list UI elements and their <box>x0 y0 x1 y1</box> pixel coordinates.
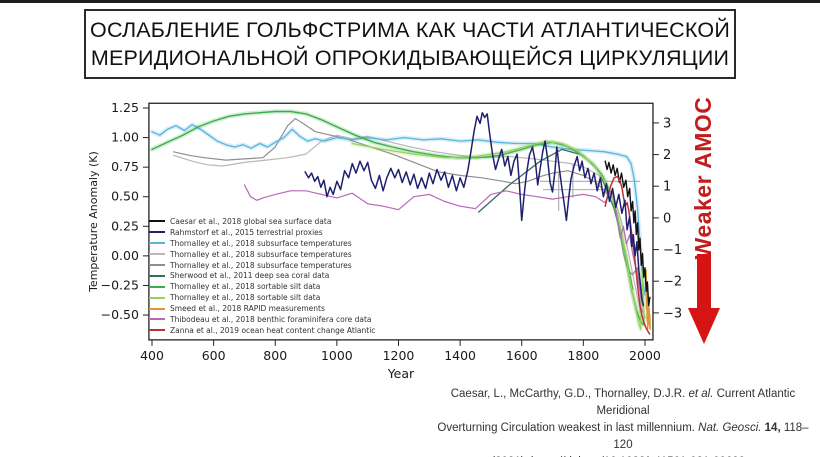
legend-item: Thornalley et al., 2018 subsurface tempe… <box>149 249 401 260</box>
citation-text: Current Atlantic Meridional <box>596 388 796 417</box>
down-arrow-icon <box>688 254 720 344</box>
legend-item: Thornalley et al., 2018 sortable silt da… <box>149 281 401 292</box>
legend-swatch <box>149 329 165 332</box>
series-line <box>604 160 651 307</box>
legend-label: Zanna et al., 2019 ocean heat content ch… <box>170 325 376 335</box>
series-line <box>151 123 646 296</box>
weaker-amoc-label: Weaker AMOC <box>689 96 716 260</box>
svg-text:Year: Year <box>387 366 415 381</box>
legend-item: Caesar et al., 2018 global sea surface d… <box>149 216 401 227</box>
citation-line: Overturning Circulation weakest in last … <box>430 420 816 454</box>
legend-item: Smeed et al., 2018 RAPID measurements <box>149 303 401 314</box>
legend-swatch <box>149 285 165 288</box>
svg-text:−1: −1 <box>663 243 682 258</box>
citation-text: 118–120 <box>613 422 809 451</box>
svg-text:600: 600 <box>202 348 226 363</box>
svg-text:−2: −2 <box>663 275 682 290</box>
svg-text:1.00: 1.00 <box>111 130 139 145</box>
legend-label: Thornalley et al., 2018 sortable silt da… <box>170 282 321 292</box>
slide-title-line1: ОСЛАБЛЕНИЕ ГОЛЬФСТРИМА КАК ЧАСТИ АТЛАНТИ… <box>90 18 730 42</box>
svg-text:1600: 1600 <box>506 348 538 363</box>
legend-item: Thibodeau et al., 2018 benthic foraminif… <box>149 314 401 325</box>
citation-line: Caesar, L., McCarthy, G.D., Thornalley, … <box>430 386 816 420</box>
legend-label: Thornalley et al., 2018 subsurface tempe… <box>170 238 352 248</box>
svg-text:1: 1 <box>663 180 671 195</box>
svg-text:−0.50: −0.50 <box>101 307 139 322</box>
svg-text:1400: 1400 <box>444 348 476 363</box>
svg-text:1200: 1200 <box>383 348 415 363</box>
legend-swatch <box>149 307 165 310</box>
svg-text:0: 0 <box>663 211 671 226</box>
svg-text:0.25: 0.25 <box>111 218 139 233</box>
legend-swatch <box>149 242 165 245</box>
series-line <box>351 140 645 330</box>
citation-text: Caesar, L., McCarthy, G.D., Thornalley, … <box>450 388 689 400</box>
svg-text:2000: 2000 <box>629 348 661 363</box>
legend-label: Smeed et al., 2018 RAPID measurements <box>170 304 325 314</box>
slide-title-line2: МЕРИДИОНАЛЬНОЙ ОПРОКИДЫВАЮЩЕЙСЯ ЦИРКУЛЯЦ… <box>90 46 730 70</box>
series-line <box>243 184 643 302</box>
legend-item: Thornalley et al., 2018 subsurface tempe… <box>149 260 401 271</box>
legend-swatch <box>149 264 165 266</box>
svg-text:800: 800 <box>263 348 287 363</box>
legend-item: Sherwood et al., 2011 deep sea coral dat… <box>149 270 401 281</box>
legend-swatch <box>149 231 165 234</box>
legend-label: Thornalley et al., 2018 subsurface tempe… <box>170 249 352 259</box>
legend-swatch <box>149 253 165 256</box>
svg-text:0.00: 0.00 <box>111 248 139 263</box>
legend-item: Thornalley et al., 2018 subsurface tempe… <box>149 238 401 249</box>
legend-swatch <box>149 318 165 321</box>
legend-label: Thornalley et al., 2018 sortable silt da… <box>170 293 321 303</box>
svg-text:1000: 1000 <box>321 348 353 363</box>
svg-text:0.50: 0.50 <box>111 189 139 204</box>
svg-text:2: 2 <box>663 148 671 163</box>
legend-label: Thibodeau et al., 2018 benthic foraminif… <box>170 314 372 324</box>
legend-item: Thornalley et al., 2018 sortable silt da… <box>149 292 401 303</box>
top-border-bar <box>0 0 820 3</box>
legend-label: Rahmstorf et al., 2015 terrestrial proxi… <box>170 227 323 237</box>
citation-text: 14, <box>764 422 781 434</box>
svg-text:−3: −3 <box>663 306 682 321</box>
svg-text:3: 3 <box>663 116 671 131</box>
citation-text: et al. <box>688 388 714 400</box>
chart-legend: Caesar et al., 2018 global sea surface d… <box>149 216 401 336</box>
legend-label: Sherwood et al., 2011 deep sea coral dat… <box>170 271 330 281</box>
citation-text: Overturning Circulation weakest in last … <box>437 422 699 434</box>
svg-text:400: 400 <box>140 348 164 363</box>
svg-text:0.75: 0.75 <box>111 159 139 174</box>
citation-text: Nat. Geosci. <box>698 422 762 434</box>
arrow-shaft <box>697 254 711 310</box>
legend-swatch <box>149 274 165 277</box>
svg-text:1800: 1800 <box>567 348 599 363</box>
legend-swatch <box>149 296 165 299</box>
legend-item: Rahmstorf et al., 2015 terrestrial proxi… <box>149 227 401 238</box>
arrow-head <box>688 308 720 344</box>
series-line <box>172 134 645 314</box>
legend-label: Caesar et al., 2018 global sea surface d… <box>170 216 332 226</box>
svg-text:−0.25: −0.25 <box>101 277 139 292</box>
legend-label: Thornalley et al., 2018 subsurface tempe… <box>170 260 352 270</box>
plot-svg: 400 600 800 1000 1200 1400 1600 1800 2000 Year 1.2… <box>87 100 682 381</box>
svg-text:Temperature Anomaly (K): Temperature Anomaly (K) <box>87 151 100 293</box>
series-line <box>304 111 645 307</box>
citation: Caesar, L., McCarthy, G.D., Thornalley, … <box>430 386 816 457</box>
svg-text:1.25: 1.25 <box>111 100 139 115</box>
title-box: ОСЛАБЛЕНИЕ ГОЛЬФСТРИМА КАК ЧАСТИ АТЛАНТИ… <box>84 9 736 79</box>
legend-swatch <box>149 220 165 223</box>
amoc-chart: 400 600 800 1000 1200 1400 1600 1800 2000 Year 1.2… <box>85 90 697 398</box>
legend-item: Zanna et al., 2019 ocean heat content ch… <box>149 325 401 336</box>
